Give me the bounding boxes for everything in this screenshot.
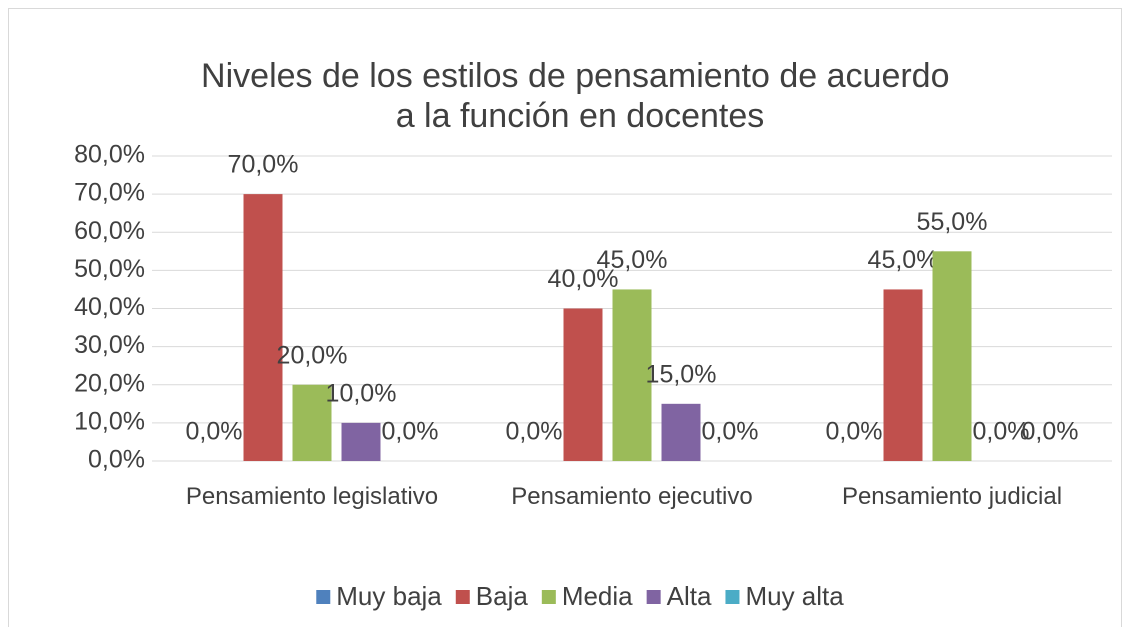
value-label: 0,0% [973, 418, 1030, 446]
bar [612, 289, 652, 461]
value-label: 0,0% [186, 418, 243, 446]
value-label: 0,0% [1022, 418, 1079, 446]
legend-label: Alta [667, 581, 712, 611]
value-label: 0,0% [702, 418, 759, 446]
value-label: 40,0% [548, 265, 619, 293]
value-label: 0,0% [826, 418, 883, 446]
y-tick-label: 10,0% [74, 407, 145, 435]
legend-label: Baja [476, 581, 529, 611]
value-label: 55,0% [917, 208, 988, 236]
legend-swatch [541, 590, 556, 604]
value-label: 0,0% [382, 418, 439, 446]
bar [883, 289, 923, 461]
bar [292, 384, 332, 461]
value-label: 0,0% [506, 418, 563, 446]
y-tick-label: 20,0% [74, 369, 145, 397]
legend-swatch [316, 590, 331, 604]
y-tick-label: 0,0% [88, 446, 145, 474]
legend-swatch [646, 590, 661, 604]
bar [243, 194, 283, 461]
y-tick-label: 40,0% [74, 293, 145, 321]
y-tick-label: 30,0% [74, 331, 145, 359]
value-label: 45,0% [868, 246, 939, 274]
y-tick-label: 60,0% [74, 217, 145, 245]
bar [932, 251, 972, 461]
legend-label: Muy alta [745, 581, 844, 611]
value-label: 15,0% [646, 360, 717, 388]
bar [341, 422, 381, 461]
legend-swatch [725, 590, 740, 604]
x-tick-label: Pensamiento ejecutivo [511, 483, 752, 510]
legend-label: Media [562, 581, 633, 611]
y-tick-label: 80,0% [74, 141, 145, 169]
x-tick-label: Pensamiento legislativo [186, 483, 438, 510]
y-tick-label: 70,0% [74, 179, 145, 207]
value-label: 45,0% [597, 246, 668, 274]
value-label: 10,0% [326, 379, 397, 407]
chart-title: Niveles de los estilos de pensamiento de… [201, 57, 959, 135]
bar [563, 308, 603, 461]
legend-swatch [455, 590, 470, 604]
x-tick-label: Pensamiento judicial [842, 483, 1062, 510]
bar [661, 403, 701, 461]
chart-border [8, 8, 1122, 627]
legend-label: Muy baja [336, 581, 442, 611]
value-label: 20,0% [277, 341, 348, 369]
y-tick-label: 50,0% [74, 255, 145, 283]
value-label: 70,0% [228, 151, 299, 179]
